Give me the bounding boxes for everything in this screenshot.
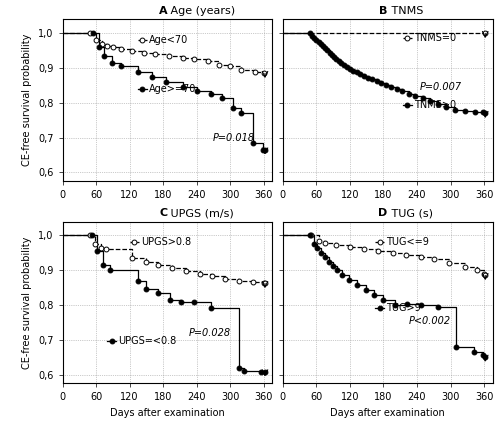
Text: Age>=70: Age>=70 (149, 84, 196, 94)
Text: TUG<=9: TUG<=9 (386, 237, 429, 247)
Text: D: D (378, 208, 388, 218)
Text: Age (years): Age (years) (168, 6, 235, 16)
Text: UPGS=<0.8: UPGS=<0.8 (118, 336, 176, 346)
Text: P=0.018: P=0.018 (212, 132, 254, 143)
Text: TNMS: TNMS (388, 6, 423, 16)
Text: TNMS>0: TNMS>0 (414, 100, 457, 110)
Text: P<0.002: P<0.002 (408, 316, 451, 326)
Y-axis label: CE-free survival probability: CE-free survival probability (22, 236, 32, 368)
Text: B: B (379, 6, 388, 16)
Text: Age<70: Age<70 (149, 35, 188, 45)
Text: TUG>9: TUG>9 (386, 304, 421, 313)
Text: TNMS=0: TNMS=0 (414, 33, 457, 43)
Y-axis label: CE-free survival probability: CE-free survival probability (22, 34, 32, 167)
Text: UPGS>0.8: UPGS>0.8 (141, 237, 191, 247)
Text: TUG (s): TUG (s) (388, 208, 432, 218)
Text: UPGS (m/s): UPGS (m/s) (168, 208, 234, 218)
X-axis label: Days after examination: Days after examination (330, 408, 445, 418)
X-axis label: Days after examination: Days after examination (110, 408, 225, 418)
Text: P=0.007: P=0.007 (420, 82, 462, 92)
Text: A: A (159, 6, 168, 16)
Text: P=0.028: P=0.028 (188, 328, 230, 338)
Text: C: C (160, 208, 168, 218)
